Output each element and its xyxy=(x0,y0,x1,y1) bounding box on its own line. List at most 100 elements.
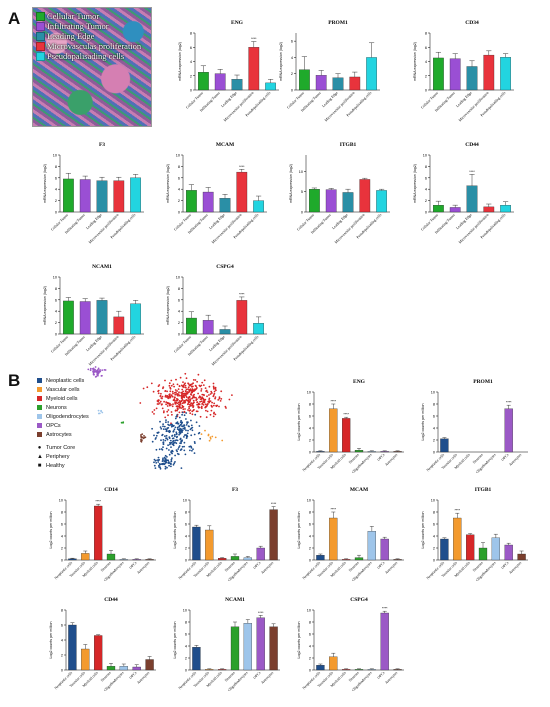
bar xyxy=(342,559,351,561)
legend-label: Vascular cells xyxy=(46,386,80,393)
tsne-point xyxy=(180,440,183,443)
tsne-point xyxy=(195,421,198,424)
tsne-point xyxy=(187,399,190,402)
tsne-point xyxy=(185,437,188,439)
tsne-point xyxy=(188,390,191,393)
tsne-point xyxy=(151,411,154,413)
bar xyxy=(145,559,154,561)
tsne-point xyxy=(203,379,206,382)
tsne-point xyxy=(177,422,179,425)
tsne-point xyxy=(215,389,217,392)
category-label: Astrocytes xyxy=(384,560,398,574)
legend-swatch xyxy=(36,11,45,21)
category-label: OPCs xyxy=(129,670,138,679)
tsne-point xyxy=(158,448,161,451)
tsne-point xyxy=(192,402,194,405)
tsne-point xyxy=(172,440,174,443)
y-tick-label: 6 xyxy=(190,46,192,50)
chart-title: F3 xyxy=(99,142,105,148)
marker-symbol: ● xyxy=(37,444,42,451)
y-tick-label: 4 xyxy=(309,535,311,539)
tsne-point xyxy=(167,423,170,426)
tsne-point xyxy=(198,396,200,399)
cell-legend-item: Astrocytes xyxy=(37,430,89,439)
y-tick-label: 8 xyxy=(55,165,57,169)
bar xyxy=(79,179,91,213)
category-label: Neurons xyxy=(224,670,236,682)
legend-label: OPCs xyxy=(46,422,61,429)
tsne-point xyxy=(159,400,162,403)
y-tick-label: 6 xyxy=(185,523,187,527)
legend-swatch xyxy=(36,21,45,31)
significance-label: **** xyxy=(343,413,349,417)
tsne-point xyxy=(143,435,145,437)
bar xyxy=(466,534,475,561)
tsne-point xyxy=(153,458,156,461)
bar xyxy=(349,76,361,91)
tsne-point xyxy=(208,394,210,396)
tsne-point xyxy=(214,436,217,439)
category-label: Microvascular proliferation xyxy=(458,91,490,123)
y-tick-label: 4 xyxy=(309,645,311,649)
tsne-point xyxy=(215,404,218,407)
bar xyxy=(192,526,201,561)
tsne-point xyxy=(164,465,167,468)
tsne-point xyxy=(184,372,187,375)
tsne-point xyxy=(207,433,210,436)
bar xyxy=(145,659,154,671)
tsne-point xyxy=(208,399,211,401)
y-tick-label: 6 xyxy=(433,523,435,527)
tsne-point xyxy=(201,393,204,396)
tsne-point xyxy=(120,421,123,424)
tsne-point xyxy=(176,407,179,409)
bar xyxy=(491,537,500,561)
y-tick-label: 5 xyxy=(301,190,303,194)
tsne-point xyxy=(185,412,188,414)
y-tick-label: 2 xyxy=(433,547,435,551)
tsne-point xyxy=(190,404,193,407)
tsne-point xyxy=(141,433,144,435)
bar xyxy=(354,557,364,561)
tsne-point xyxy=(186,422,189,424)
tsne-point xyxy=(95,375,98,378)
bar xyxy=(315,75,327,91)
tsne-point xyxy=(170,411,173,413)
y-tick-label: 0 xyxy=(55,211,57,215)
tsne-point xyxy=(165,447,168,450)
tsne-point xyxy=(208,400,211,403)
tsne-point xyxy=(89,369,92,372)
tsne-point xyxy=(189,384,192,387)
tsne-point xyxy=(176,390,179,392)
tsne-point xyxy=(167,414,169,417)
tsne-point xyxy=(160,439,162,442)
tsne-point xyxy=(172,430,175,433)
tsne-point xyxy=(191,449,193,452)
cell-legend-item: Vascular cells xyxy=(37,385,89,394)
tsne-point xyxy=(159,463,161,466)
tsne-point xyxy=(164,439,167,442)
bar xyxy=(269,509,278,561)
tsne-point xyxy=(192,394,195,397)
tsne-point xyxy=(163,410,165,412)
tsne-point xyxy=(218,396,221,399)
bar xyxy=(186,190,197,213)
y-tick-label: 10 xyxy=(431,499,435,503)
marker-legend-item: ▲ Periphery xyxy=(37,452,89,461)
tsne-point xyxy=(181,411,184,414)
category-label: Astrocytes xyxy=(508,560,522,574)
histology-legend: Cellular Tumor Infiltrating Tumor Leading … xyxy=(36,11,141,61)
tsne-point xyxy=(157,385,160,387)
tsne-point xyxy=(190,434,193,437)
bar xyxy=(96,180,108,213)
tsne-point xyxy=(220,390,223,393)
tsne-point xyxy=(205,409,207,412)
y-tick-label: 4 xyxy=(178,188,180,192)
tsne-point xyxy=(183,386,185,389)
category-label: Astrocytes xyxy=(136,670,150,684)
y-tick-label: 8 xyxy=(178,165,180,169)
tsne-point xyxy=(202,384,205,386)
tsne-point xyxy=(210,390,213,393)
tsne-point xyxy=(188,407,191,410)
tsne-point xyxy=(172,463,175,466)
